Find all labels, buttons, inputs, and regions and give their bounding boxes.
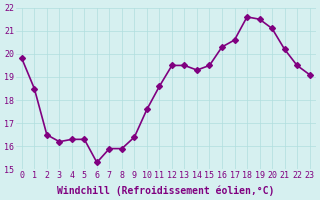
X-axis label: Windchill (Refroidissement éolien,°C): Windchill (Refroidissement éolien,°C)	[57, 185, 274, 196]
